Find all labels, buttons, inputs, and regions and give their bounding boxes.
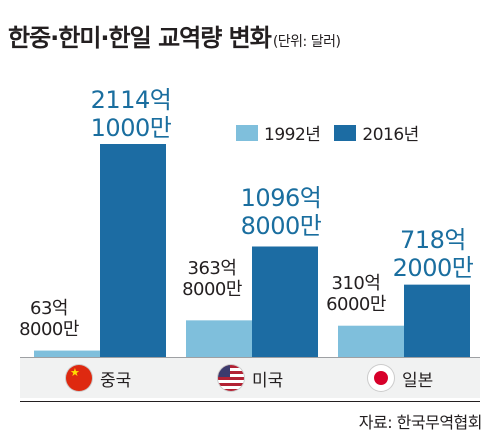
category-label-usa: 미국: [252, 370, 284, 391]
legend-swatch-2016: [334, 124, 357, 141]
usa-flag-icon: [218, 365, 244, 391]
legend-label-1992: 1992년: [264, 125, 321, 145]
value-label-2016-usa: 1096억 8000만: [240, 184, 322, 240]
title-unit: (단위: 달러): [272, 34, 341, 50]
category-label-china: 중국: [100, 370, 132, 391]
category-label-japan: 일본: [402, 370, 434, 391]
legend-item-1992: 1992년: [236, 120, 321, 145]
bar-2016-china: [100, 144, 166, 357]
chart-title: 한중·한미·한일 교역량 변화 (단위: 달러): [8, 18, 498, 53]
value-label-1992-china: 63억 8000만: [19, 298, 79, 340]
category-band: [20, 358, 480, 398]
source-note: 자료: 한국무역협회: [358, 413, 483, 432]
china-flag-icon: [66, 365, 92, 391]
legend-swatch-1992: [236, 124, 258, 141]
bar-1992-usa: [186, 320, 252, 357]
legend-label-2016: 2016년: [362, 125, 419, 145]
title-main: 한중·한미·한일 교역량 변화: [8, 24, 272, 52]
bar-1992-china: [34, 350, 100, 357]
legend: 1992년 2016년: [236, 120, 433, 145]
value-label-1992-usa: 363억 8000만: [182, 258, 242, 300]
value-label-1992-japan: 310억 6000만: [326, 273, 386, 315]
japan-flag-icon: [368, 365, 394, 391]
value-label-2016-japan: 718억 2000만: [392, 226, 474, 282]
bar-1992-japan: [338, 325, 404, 357]
bar-2016-japan: [404, 284, 470, 357]
bar-2016-usa: [252, 246, 318, 357]
category-japan: 일본: [368, 365, 433, 391]
category-china: 중국: [66, 365, 131, 391]
value-label-2016-china: 2114억 1000만: [90, 86, 172, 142]
legend-item-2016: 2016년: [334, 120, 419, 145]
category-usa: 미국: [218, 365, 283, 391]
